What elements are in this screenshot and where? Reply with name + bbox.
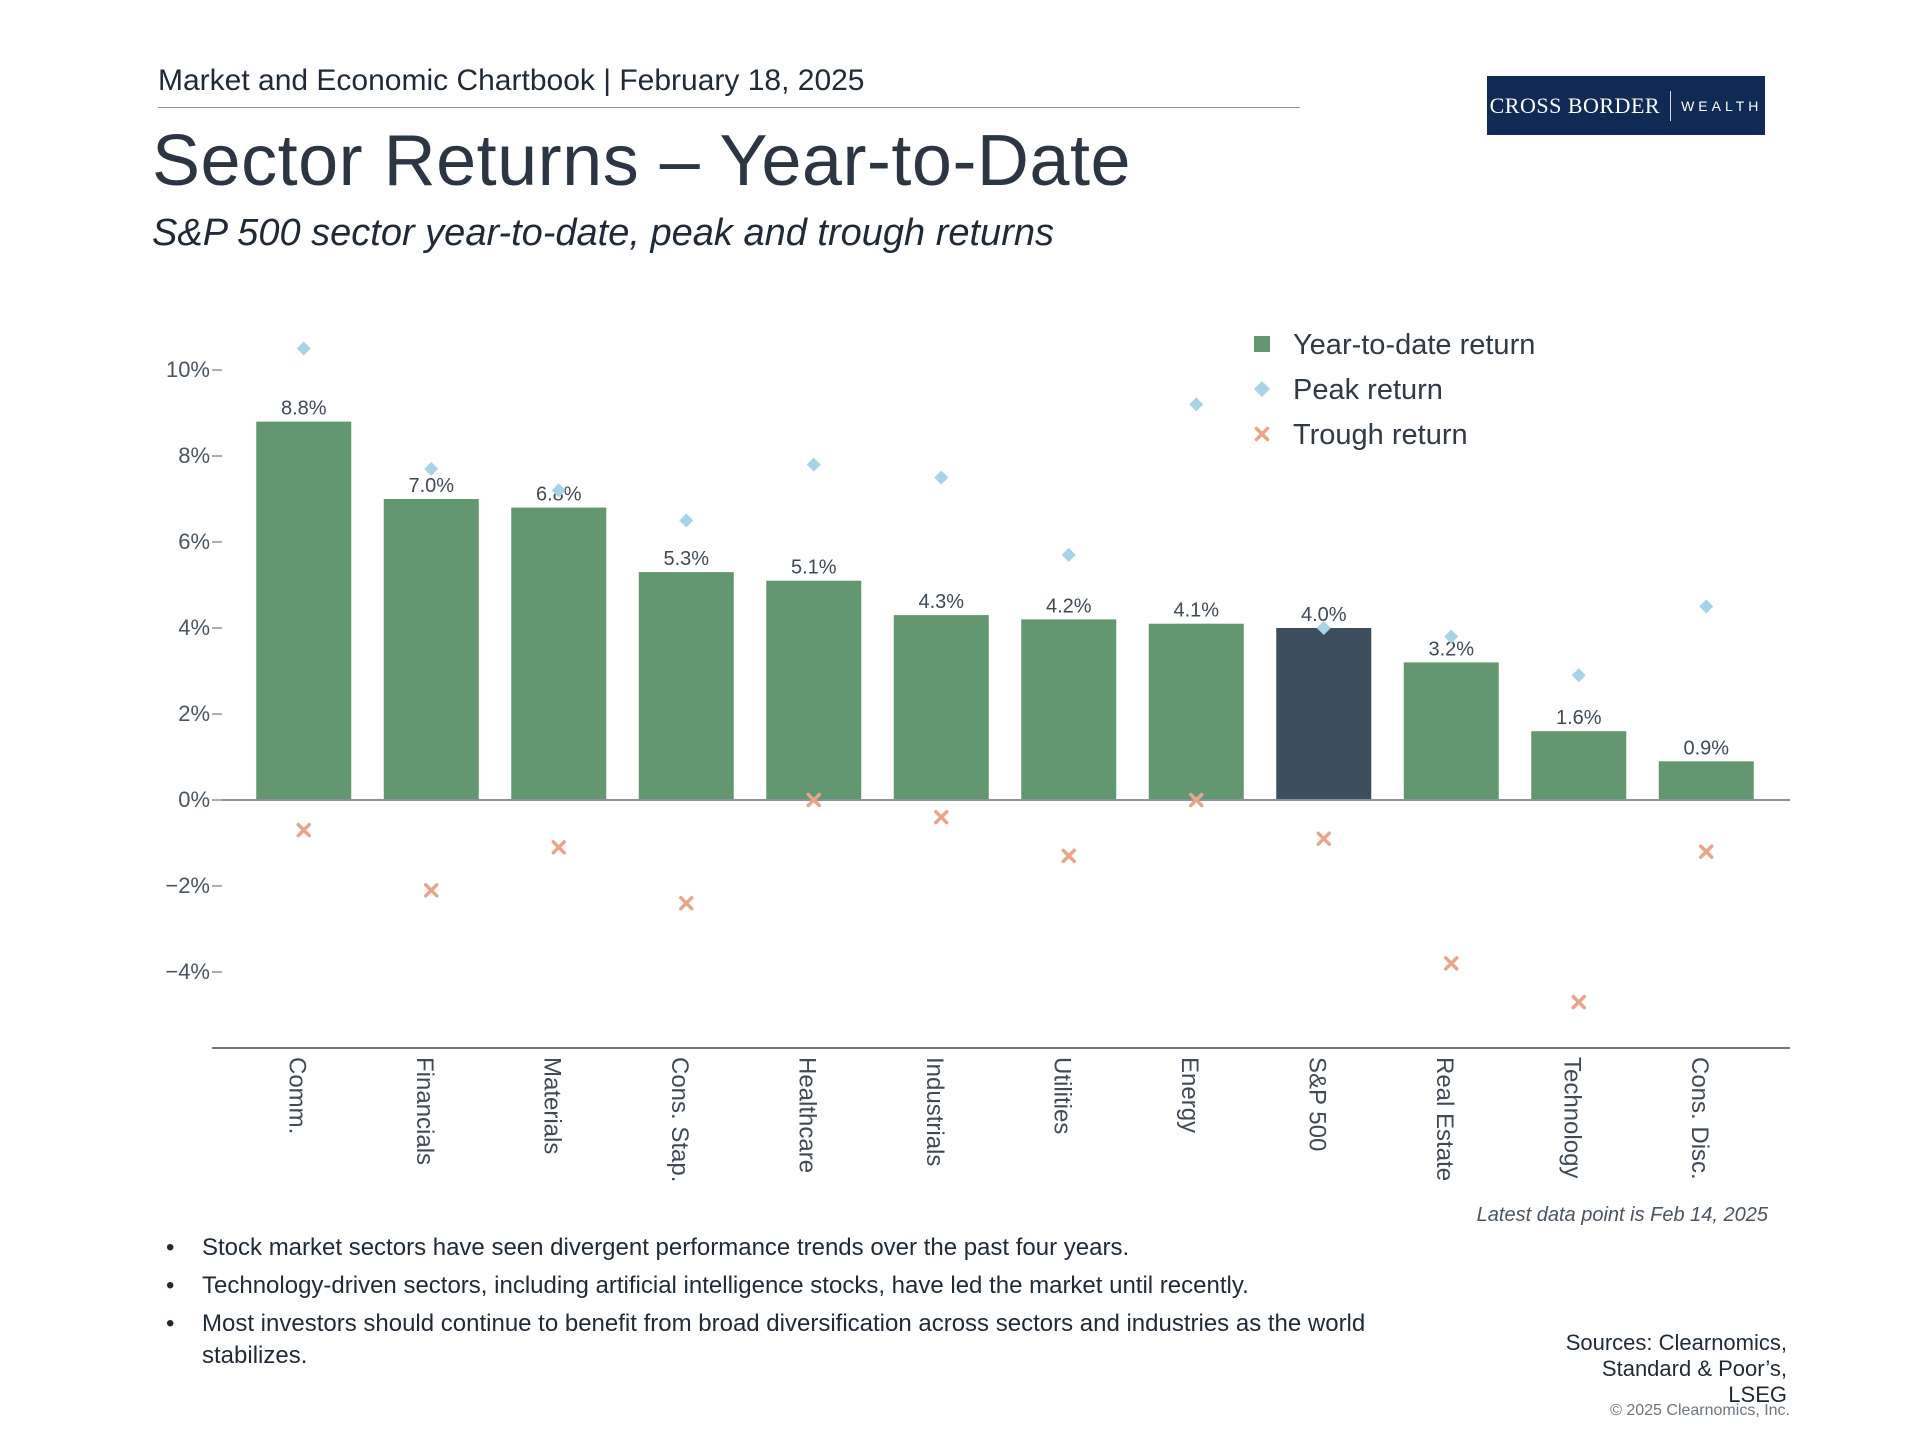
category-label: S&P 500 (1303, 1057, 1330, 1151)
sources: Sources: Clearnomics, Standard & Poor’s,… (1527, 1330, 1787, 1408)
header-divider (158, 107, 1300, 108)
trough-marker (424, 883, 439, 898)
bar (256, 421, 352, 800)
legend-label: Trough return (1293, 419, 1468, 451)
trough-marker (296, 822, 311, 838)
legend-label: Peak return (1293, 374, 1443, 406)
bar (893, 615, 989, 800)
bar-value-label: 7.0% (408, 475, 454, 497)
category-label: Cons. Stap. (666, 1057, 693, 1182)
y-tick-label: 10% (166, 357, 210, 382)
category-label: Industrials (921, 1057, 948, 1166)
bar-value-label: 4.1% (1173, 600, 1219, 622)
bullet-item: Stock market sectors have seen divergent… (166, 1232, 1396, 1264)
sources-line: LSEG (1728, 1382, 1787, 1407)
trough-marker (1189, 792, 1204, 808)
peak-marker (1189, 397, 1204, 412)
bar-value-label: 1.6% (1556, 707, 1602, 729)
bar-value-label: 8.8% (281, 398, 327, 420)
copyright: © 2025 Clearnomics, Inc. (1610, 1402, 1790, 1419)
bar (766, 580, 862, 800)
legend-label: Year-to-date return (1293, 329, 1535, 361)
peak-marker (1444, 629, 1459, 644)
bar (1658, 761, 1754, 800)
logo-separator (1670, 90, 1672, 121)
trough-marker (1699, 844, 1714, 859)
bar (383, 499, 479, 800)
category-label: Healthcare (793, 1057, 820, 1173)
trough-marker (1316, 831, 1331, 846)
page-title: Sector Returns – Year-to-Date (152, 121, 1132, 201)
category-label: Financials (411, 1057, 438, 1165)
category-label: Cons. Disc. (1686, 1057, 1713, 1180)
y-tick-label: 8% (178, 443, 210, 468)
category-label: Materials (538, 1057, 565, 1154)
chartbook-header: Market and Economic Chartbook | February… (158, 64, 865, 97)
peak-marker (424, 461, 439, 476)
bar-value-label: 3.2% (1428, 638, 1474, 660)
bullet-item: Technology-driven sectors, including art… (166, 1270, 1396, 1302)
bar-value-label: 5.1% (791, 557, 837, 579)
trough-marker (1444, 956, 1459, 971)
category-label: Energy (1176, 1057, 1203, 1133)
bar-value-label: 5.3% (663, 548, 709, 570)
company-logo: CROSS BORDER WEALTH (1487, 76, 1765, 135)
trough-marker (679, 895, 694, 911)
peak-marker (1571, 668, 1586, 683)
peak-marker (1061, 547, 1076, 562)
bar (1403, 662, 1499, 800)
bar-value-label: 0.9% (1683, 737, 1729, 759)
latest-data-note: Latest data point is Feb 14, 2025 (1476, 1204, 1768, 1226)
peak-marker (1699, 599, 1714, 614)
y-tick-label: 2% (178, 701, 210, 726)
bar (511, 507, 607, 800)
trough-marker (934, 809, 949, 825)
peak-marker (551, 483, 566, 498)
page-subtitle: S&P 500 sector year-to-date, peak and tr… (152, 212, 1054, 254)
peak-marker (806, 457, 821, 472)
category-label: Real Estate (1431, 1057, 1458, 1181)
bar-value-label: 4.0% (1301, 604, 1347, 626)
trough-marker (1571, 994, 1586, 1010)
sources-line: Standard & Poor’s, (1601, 1356, 1787, 1381)
bar (1021, 619, 1117, 800)
bullet-item: Most investors should continue to benefi… (166, 1308, 1396, 1372)
trough-marker (1061, 848, 1076, 864)
bar (638, 572, 734, 800)
legend-swatch-ytd (1254, 336, 1270, 352)
peak-marker (1316, 621, 1331, 635)
legend-swatch-peak (1254, 381, 1270, 397)
category-label: Comm. (283, 1057, 310, 1134)
y-tick-label: 4% (178, 615, 210, 640)
bar-value-label: 4.3% (918, 591, 964, 613)
bar (1531, 731, 1627, 800)
peak-marker (934, 470, 949, 485)
category-label: Utilities (1048, 1057, 1075, 1134)
bar (1276, 628, 1372, 800)
logo-text-left: CROSS BORDER (1489, 92, 1661, 118)
bar-value-label: 4.2% (1046, 595, 1092, 617)
bar (1148, 623, 1244, 800)
y-tick-label: 6% (178, 529, 210, 554)
y-tick-label: −4% (165, 959, 210, 984)
logo-text-right: WEALTH (1681, 97, 1763, 114)
trough-marker (551, 840, 566, 855)
trough-marker (806, 792, 821, 808)
bullet-list: Stock market sectors have seen divergent… (166, 1232, 1396, 1378)
sources-line: Sources: Clearnomics, (1565, 1330, 1787, 1355)
legend-swatch-trough (1254, 426, 1270, 442)
y-tick-label: 0% (178, 787, 210, 812)
peak-marker (296, 341, 311, 356)
category-label: Technology (1558, 1057, 1585, 1178)
peak-marker (679, 513, 694, 528)
y-tick-label: −2% (165, 873, 210, 898)
